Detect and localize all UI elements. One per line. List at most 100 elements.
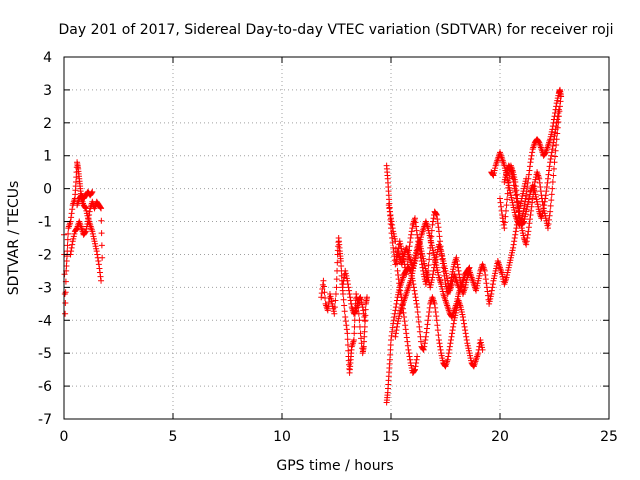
data-point: [429, 274, 436, 281]
data-point: [393, 323, 400, 330]
data-point: [450, 323, 457, 330]
data-point: [403, 271, 410, 278]
data-point: [325, 299, 332, 306]
data-point: [510, 179, 517, 186]
data-point: [447, 340, 454, 347]
data-point: [95, 258, 102, 265]
data-point: [511, 235, 518, 241]
data-point: [512, 231, 519, 238]
data-point: [393, 327, 400, 334]
data-point: [546, 163, 553, 170]
data-point: [412, 363, 419, 370]
data-point: [540, 205, 547, 212]
data-point: [422, 337, 429, 344]
data-point: [525, 171, 532, 178]
data-point: [407, 235, 414, 241]
data-point: [523, 241, 530, 248]
data-point: [413, 300, 420, 307]
data-point: [390, 248, 397, 255]
data-point: [434, 216, 441, 223]
data-point: [550, 136, 557, 143]
data-point: [548, 149, 555, 156]
data-point: [548, 152, 555, 159]
data-point: [393, 300, 400, 307]
data-point: [351, 323, 358, 330]
data-track: [383, 162, 530, 307]
data-point: [386, 205, 393, 212]
data-point: [423, 329, 430, 336]
data-point: [524, 231, 531, 238]
data-point: [89, 188, 96, 195]
data-point: [391, 313, 398, 320]
data-point: [320, 277, 327, 284]
data-point: [361, 313, 368, 320]
data-point: [528, 156, 535, 163]
data-point: [388, 337, 394, 344]
data-point: [503, 202, 510, 209]
data-point: [408, 231, 415, 238]
data-point: [426, 250, 433, 257]
data-point: [64, 242, 71, 249]
data-point: [360, 310, 367, 317]
data-point: [525, 175, 532, 182]
data-point: [524, 179, 531, 186]
data-point: [529, 199, 536, 206]
data-point: [552, 147, 559, 154]
data-point: [407, 356, 414, 363]
data-point: [550, 165, 557, 172]
data-track: [385, 202, 421, 376]
data-point: [398, 294, 405, 301]
data-point: [554, 116, 561, 123]
data-point: [98, 205, 105, 212]
data-point: [331, 310, 338, 317]
data-point: [551, 132, 558, 139]
data-point: [544, 179, 551, 186]
data-point: [82, 204, 89, 211]
data-point: [554, 113, 561, 120]
data-point: [546, 212, 553, 219]
data-point: [513, 198, 520, 205]
data-point: [430, 267, 437, 274]
data-point: [552, 126, 559, 133]
data-point: [412, 219, 419, 226]
data-point: [358, 335, 365, 342]
data-point: [385, 202, 392, 209]
data-point: [341, 308, 348, 315]
data-point: [97, 273, 104, 280]
data-point: [558, 93, 565, 100]
data-point: [449, 327, 456, 334]
x-tick-label: 15: [382, 429, 400, 445]
data-point: [445, 350, 452, 357]
data-point: [414, 304, 421, 311]
data-point: [450, 320, 457, 327]
data-point: [85, 215, 92, 222]
data-point: [545, 171, 552, 178]
data-point: [94, 251, 101, 258]
data-point: [86, 211, 93, 218]
data-point: [444, 356, 451, 363]
data-point: [357, 330, 364, 337]
data-track: [74, 188, 96, 209]
data-point: [68, 210, 75, 217]
data-point: [502, 213, 509, 220]
data-point: [400, 309, 407, 316]
data-point: [409, 225, 416, 232]
data-point: [321, 289, 328, 296]
data-point: [361, 317, 368, 324]
data-point: [389, 225, 396, 232]
data-point: [396, 280, 403, 287]
data-point: [515, 208, 522, 215]
data-point: [61, 271, 68, 278]
data-point: [435, 228, 442, 235]
data-point: [549, 179, 556, 186]
data-point: [403, 266, 410, 273]
data-point: [553, 123, 560, 130]
data-point: [407, 239, 414, 246]
data-point: [333, 284, 340, 291]
data-point: [447, 337, 454, 344]
data-point: [556, 103, 563, 110]
data-point: [522, 195, 529, 202]
data-point: [402, 326, 409, 333]
data-point: [430, 215, 437, 222]
